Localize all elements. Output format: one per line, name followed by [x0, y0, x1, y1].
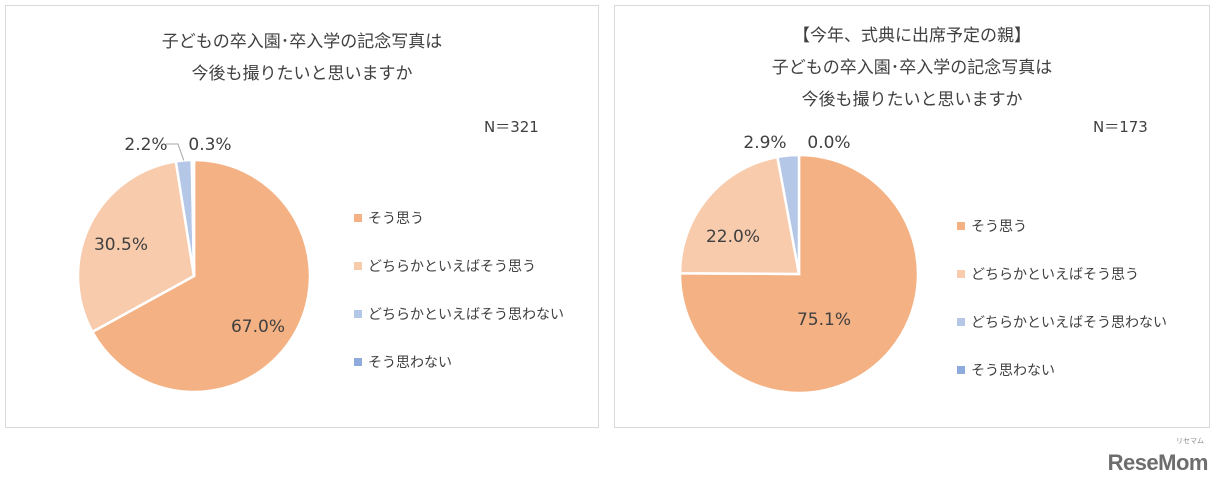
chart-title-line: 今後も撮りたいと思いますか: [191, 64, 413, 84]
legend-item: そう思わない: [354, 352, 452, 372]
chart-title: 【今年、式典に出席予定の親】 子どもの卒入園･卒入学の記念写真は 今後も撮りたい…: [615, 20, 1209, 116]
legend-label: そう思わない: [971, 363, 1055, 379]
data-label: 67.0%: [231, 317, 285, 337]
data-label: 75.1%: [797, 310, 851, 330]
chart-title-line: 子どもの卒入園･卒入学の記念写真は: [161, 32, 443, 52]
legend-swatch: [354, 262, 362, 270]
legend-label: そう思う: [368, 211, 424, 227]
pie-slice: [90, 158, 312, 394]
legend-item: そう思わない: [957, 360, 1055, 380]
legend-swatch: [354, 214, 362, 222]
data-label: 2.2%: [124, 135, 167, 155]
sample-size-label: N＝321: [484, 118, 539, 136]
legend-label: そう思わない: [368, 355, 452, 371]
data-label: 2.9%: [743, 133, 786, 153]
brand-logo: ReseMom: [1107, 450, 1209, 475]
legend-label: どちらかといえばそう思わない: [971, 315, 1167, 331]
chart-title: 子どもの卒入園･卒入学の記念写真は 今後も撮りたいと思いますか: [6, 26, 598, 90]
sample-size-label: N＝173: [1093, 118, 1148, 136]
chart-panel-2: 【今年、式典に出席予定の親】 子どもの卒入園･卒入学の記念写真は 今後も撮りたい…: [614, 5, 1210, 428]
pie-slice: [678, 155, 801, 276]
legend-swatch: [957, 270, 965, 278]
data-label: 0.3%: [188, 135, 231, 155]
legend-label: そう思う: [971, 219, 1027, 235]
legend-swatch: [957, 366, 965, 374]
leader-line: [166, 143, 185, 161]
legend-swatch: [957, 222, 965, 230]
pie-slice: [678, 153, 920, 395]
pie-slice: [76, 159, 196, 334]
chart-title-line: 【今年、式典に出席予定の親】: [793, 26, 1031, 46]
legend-item: どちらかといえばそう思う: [354, 256, 536, 276]
data-label: 0.0%: [807, 133, 850, 153]
legend-swatch: [354, 310, 362, 318]
legend-label: どちらかといえばそう思う: [368, 259, 536, 275]
legend-label: どちらかといえばそう思わない: [368, 307, 564, 323]
data-label: 30.5%: [94, 235, 148, 255]
data-label: 22.0%: [706, 227, 760, 247]
pie-slice: [775, 153, 801, 275]
chart-title-line: 今後も撮りたいと思いますか: [801, 90, 1023, 110]
legend-swatch: [957, 318, 965, 326]
pie-chart: 67.0% 30.5% 2.2% 0.3%: [76, 135, 312, 394]
legend-label: どちらかといえばそう思う: [971, 267, 1139, 283]
legend-item: どちらかといえばそう思わない: [354, 304, 564, 324]
legend-item: どちらかといえばそう思わない: [957, 312, 1167, 332]
legend-swatch: [354, 358, 362, 366]
brand-logo-subtext: リセマム: [1176, 437, 1204, 445]
legend-item: そう思う: [957, 216, 1027, 236]
legend-item: どちらかといえばそう思う: [957, 264, 1139, 284]
legend-item: そう思う: [354, 208, 424, 228]
chart-panel-1: 子どもの卒入園･卒入学の記念写真は 今後も撮りたいと思いますか N＝321 67…: [5, 5, 599, 428]
chart-title-line: 子どもの卒入園･卒入学の記念写真は: [771, 58, 1053, 78]
pie-chart: 75.1% 22.0% 2.9% 0.0%: [678, 133, 920, 395]
pie-slice: [190, 158, 196, 277]
